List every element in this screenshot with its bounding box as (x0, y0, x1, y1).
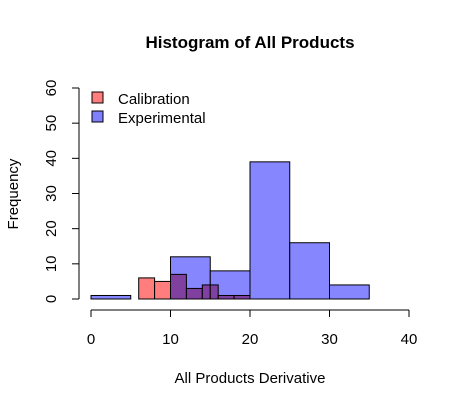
x-axis-label: All Products Derivative (175, 370, 326, 387)
y-tick-label: 20 (43, 220, 60, 237)
x-tick-label: 20 (242, 331, 259, 348)
bar-overlap-5 (217, 294, 235, 300)
legend-label-experimental: Experimental (118, 110, 206, 127)
bar-experimental-6 (329, 284, 370, 300)
x-tick-label: 40 (401, 331, 418, 348)
bar-experimental-5 (289, 242, 330, 300)
bar-overlap-6 (233, 294, 251, 300)
bar-experimental-4 (249, 161, 291, 300)
y-tick-label: 40 (43, 150, 60, 167)
legend: Calibration Experimental (91, 91, 206, 127)
x-tick-label: 0 (87, 331, 95, 348)
bars-layer (90, 161, 370, 300)
bar-overlap-4 (201, 284, 211, 300)
chart-title: Histogram of All Products (145, 33, 354, 52)
legend-swatch-experimental (91, 110, 104, 123)
legend-label-calibration: Calibration (118, 91, 190, 108)
bar-experimental-0 (90, 294, 132, 300)
y-axis-label: Frequency (5, 158, 22, 229)
x-tick-label: 10 (162, 331, 179, 348)
legend-swatch-calibration (91, 91, 104, 104)
y-tick-label: 0 (43, 295, 60, 303)
y-tick-label: 10 (43, 255, 60, 272)
y-tick-label: 50 (43, 115, 60, 132)
bar-calibration-0 (138, 277, 156, 300)
bar-overlap-3 (185, 287, 203, 300)
bar-overlap-4 (209, 284, 219, 300)
y-tick-label: 60 (43, 80, 60, 97)
bar-overlap-2 (170, 273, 187, 300)
x-axis: 0 10 20 30 40 (87, 309, 418, 348)
x-tick-label: 30 (321, 331, 338, 348)
bar-calibration-1 (154, 280, 172, 300)
y-axis: 0 10 20 30 40 50 60 (43, 80, 80, 303)
y-tick-label: 30 (43, 185, 60, 202)
